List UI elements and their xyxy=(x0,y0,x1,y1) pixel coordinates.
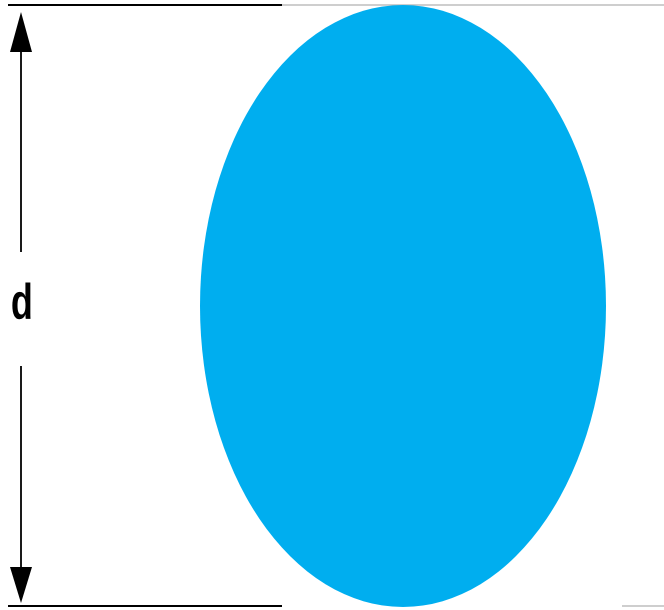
blue-ellipse xyxy=(200,5,606,607)
dimension-arrow-down-icon xyxy=(10,567,32,603)
dimension-label: d xyxy=(10,274,33,330)
dimension-arrow-up-icon xyxy=(10,12,32,52)
